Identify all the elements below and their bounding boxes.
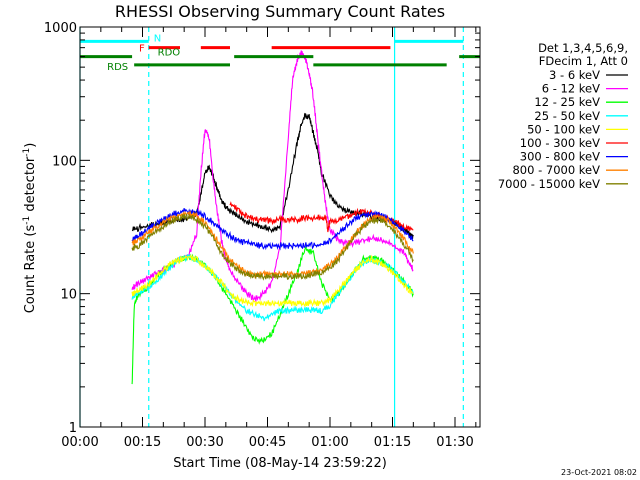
legend-label-6-12-kev: 6 - 12 keV	[542, 82, 600, 96]
x-tick-label-45: 00:45	[249, 435, 286, 450]
y-axis-label-main: Count Rate (s	[23, 225, 38, 314]
series-line-7000-15000-kev	[131, 213, 414, 281]
legend-label-300-800-kev: 300 - 800 keV	[520, 150, 600, 164]
legend-label-800-7000-kev: 800 - 7000 keV	[512, 163, 600, 177]
chart-title: RHESSI Observing Summary Count Rates	[115, 2, 445, 21]
x-tick-label-60: 01:00	[311, 435, 348, 450]
y-tick-label-10: 10	[60, 288, 77, 303]
series-lines	[131, 50, 414, 385]
y-axis-label: Count Rate (s-1 detector-1)	[22, 143, 38, 314]
flag-label-n: N	[154, 33, 161, 44]
timestamp: 23-Oct-2021 08:02	[561, 468, 637, 477]
x-tick-label-30: 00:30	[186, 435, 223, 450]
x-tick-label-90: 01:30	[436, 435, 473, 450]
legend-label-25-50-kev: 25 - 50 keV	[534, 109, 600, 123]
legend-label-3-6-kev: 3 - 6 keV	[549, 68, 600, 82]
legend: Det 1,3,4,5,6,9, FDecim 1, Att 0 3 - 6 k…	[498, 41, 628, 191]
y-tick-label-1: 1	[69, 421, 77, 436]
legend-header-1: Det 1,3,4,5,6,9,	[538, 41, 628, 55]
x-tick-label-75: 01:15	[374, 435, 411, 450]
legend-label-50-100-kev: 50 - 100 keV	[527, 122, 600, 136]
legend-label-12-25-kev: 12 - 25 keV	[534, 95, 600, 109]
plot-frame	[79, 26, 481, 428]
flag-label-rdo: RDO	[158, 48, 181, 59]
y-tick-label-1000: 1000	[44, 21, 77, 36]
y-axis-label-end: )	[23, 143, 38, 148]
y-tick-label-100: 100	[52, 154, 77, 169]
legend-label-7000-15000-kev: 7000 - 15000 keV	[498, 177, 600, 191]
x-tick-label-0: 00:00	[61, 435, 98, 450]
y-axis-ticks: 1 10 100 1000	[44, 21, 480, 436]
flag-label-rds: RDS	[107, 62, 128, 73]
x-tick-label-15: 00:15	[124, 435, 161, 450]
series-line-50-100-kev	[131, 253, 414, 308]
legend-header-2: FDecim 1, Att 0	[539, 54, 628, 68]
flag-bars: NF RDO RDS	[80, 33, 480, 73]
y-axis-label-mid: detector	[23, 156, 38, 216]
y-axis-label-exp1: -1	[22, 216, 32, 225]
legend-label-100-300-kev: 100 - 300 keV	[520, 136, 600, 150]
y-axis-label-exp2: -1	[22, 148, 32, 157]
x-axis-ticks: 00:00 00:15 00:30 00:45 01:00 01:15 01:30	[61, 27, 477, 450]
flag-label-f: F	[139, 44, 145, 55]
x-axis-label: Start Time (08-May-14 23:59:22)	[173, 456, 387, 471]
